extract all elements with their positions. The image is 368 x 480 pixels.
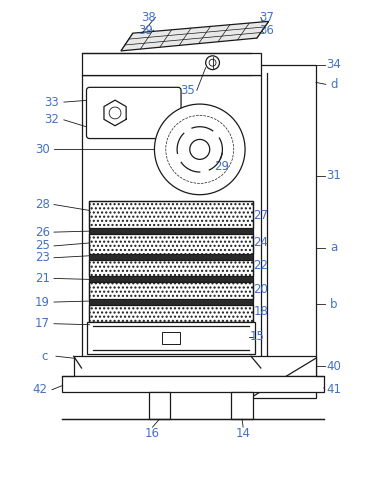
Text: 14: 14 (236, 427, 251, 440)
Bar (231, 392, 253, 419)
Circle shape (206, 56, 219, 70)
Bar (74, 356, 316, 376)
Bar (82, 74, 261, 368)
Bar (89, 201, 253, 228)
Polygon shape (121, 21, 269, 51)
Bar (89, 305, 253, 322)
Text: 19: 19 (35, 296, 50, 309)
Text: b: b (330, 298, 337, 311)
Bar (89, 282, 253, 299)
Text: 39: 39 (138, 24, 153, 36)
Text: 31: 31 (326, 169, 341, 182)
Bar (62, 376, 324, 392)
FancyBboxPatch shape (86, 87, 181, 139)
Text: 22: 22 (253, 259, 268, 272)
Text: 30: 30 (35, 143, 50, 156)
Text: d: d (330, 78, 337, 91)
Text: 32: 32 (45, 113, 60, 126)
Text: 15: 15 (250, 330, 264, 343)
Text: 24: 24 (253, 237, 268, 250)
Bar (89, 299, 253, 305)
Text: 17: 17 (35, 317, 50, 330)
Text: 18: 18 (254, 305, 268, 318)
Text: 26: 26 (35, 226, 50, 239)
Circle shape (190, 139, 210, 159)
Text: 42: 42 (33, 383, 48, 396)
Text: 16: 16 (145, 427, 160, 440)
Text: c: c (41, 350, 47, 363)
Text: 29: 29 (214, 160, 229, 173)
Text: 37: 37 (259, 11, 274, 24)
Bar (89, 234, 253, 254)
Text: 28: 28 (35, 198, 50, 211)
Bar (89, 276, 253, 282)
Text: 25: 25 (35, 240, 50, 252)
Bar (82, 53, 261, 74)
Text: 27: 27 (253, 209, 268, 222)
Bar (89, 201, 253, 322)
Bar (89, 228, 253, 234)
Text: 36: 36 (259, 24, 274, 36)
Bar (88, 322, 255, 354)
Text: 23: 23 (35, 251, 50, 264)
Text: 40: 40 (326, 360, 341, 372)
Bar (89, 254, 253, 260)
Text: 41: 41 (326, 383, 341, 396)
Bar (89, 260, 253, 276)
Text: a: a (330, 241, 337, 254)
Bar (162, 332, 180, 344)
Text: 35: 35 (181, 84, 195, 97)
Bar (251, 65, 316, 397)
Text: 33: 33 (45, 96, 59, 108)
Text: 38: 38 (141, 11, 156, 24)
Text: 21: 21 (35, 272, 50, 285)
Text: 34: 34 (326, 58, 341, 71)
Circle shape (155, 104, 245, 195)
Text: 20: 20 (254, 283, 268, 296)
Bar (149, 392, 170, 419)
